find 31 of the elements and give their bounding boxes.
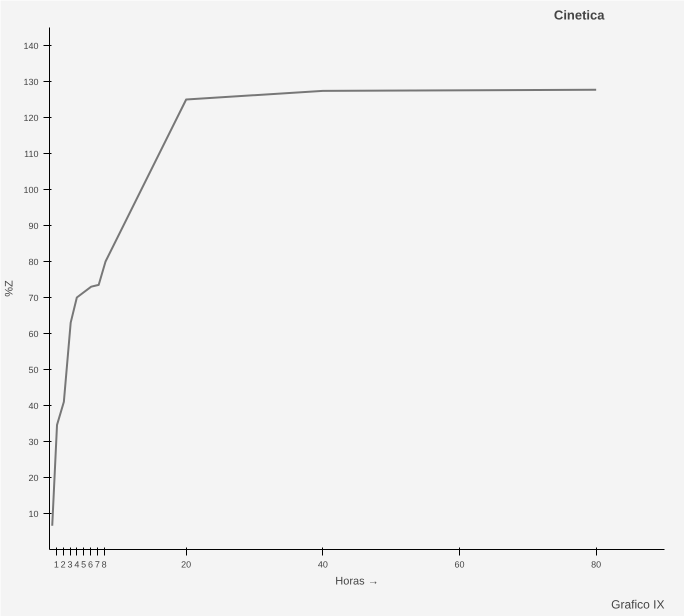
x-tick-label: 4 xyxy=(74,560,80,570)
x-tick-label: 1 xyxy=(54,560,59,570)
y-tick-label: 120 xyxy=(23,113,39,123)
x-tick-label: 3 xyxy=(67,560,73,570)
x-tick-label: 8 xyxy=(102,560,107,570)
x-axis-title: Horas → xyxy=(335,576,379,588)
y-tick-label: 110 xyxy=(24,149,39,159)
x-tick-label: 20 xyxy=(181,560,192,570)
x-tick-label: 5 xyxy=(81,560,86,570)
x-tick-label: 40 xyxy=(318,560,328,570)
y-tick-label: 30 xyxy=(28,437,39,447)
y-tick-label: 60 xyxy=(28,329,39,339)
line-series xyxy=(51,88,598,527)
chart-title: Cinetica xyxy=(554,8,606,22)
x-tick-label: 60 xyxy=(454,560,465,570)
x-tick-label: 80 xyxy=(591,560,602,570)
y-tick-label: 70 xyxy=(28,293,39,303)
text: Grafico IX xyxy=(611,598,665,612)
x-tick-label: 2 xyxy=(60,560,66,570)
y-tick-label: 40 xyxy=(28,401,39,411)
y-tick-label: 50 xyxy=(28,365,39,375)
x-tick-label: 6 xyxy=(88,560,94,570)
y-tick-label: 140 xyxy=(23,41,39,51)
y-tick-label: 20 xyxy=(28,473,39,483)
y-tick-label: 90 xyxy=(28,221,39,231)
y-tick-label: 100 xyxy=(23,185,39,195)
y-axis-title: %Z xyxy=(3,280,16,297)
y-tick-label: 80 xyxy=(28,257,39,267)
y-tick-label: 10 xyxy=(28,509,39,519)
y-tick-label: 130 xyxy=(23,77,39,87)
x-tick-label: 7 xyxy=(94,560,100,570)
